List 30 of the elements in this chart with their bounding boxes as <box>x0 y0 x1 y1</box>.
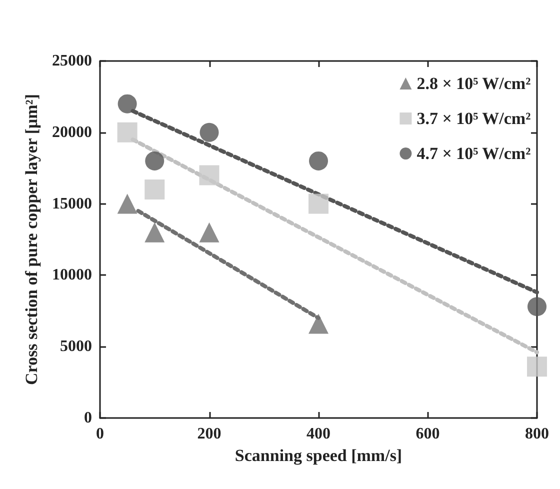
legend-label: 2.8 × 10⁵ W/cm² <box>416 74 531 93</box>
y-tick-label: 5000 <box>60 338 92 356</box>
legend-label: 3.7 × 10⁵ W/cm² <box>416 109 531 128</box>
y-tick-label: 0 <box>84 410 92 426</box>
x-tick-label: 800 <box>525 426 549 442</box>
y-tick-label: 25000 <box>52 52 92 70</box>
legend-label: 4.7 × 10⁵ W/cm² <box>416 144 531 163</box>
point <box>199 165 220 186</box>
point <box>527 356 547 377</box>
point <box>144 180 165 200</box>
point <box>145 151 164 170</box>
point <box>199 222 220 242</box>
point <box>118 94 137 114</box>
point <box>117 122 138 142</box>
point <box>200 122 219 142</box>
x-axis-title: Scanning speed [mm/s] <box>234 446 402 465</box>
point <box>528 297 546 316</box>
x-tick-label: 0 <box>96 426 104 442</box>
x-tick-label: 600 <box>416 426 440 442</box>
point <box>308 314 328 334</box>
x-tick-label: 400 <box>306 426 330 442</box>
y-tick-label: 15000 <box>52 195 92 212</box>
y-axis-title: Cross section of pure copper layer [μm²] <box>22 94 41 386</box>
y-tick-label: 10000 <box>52 266 92 284</box>
point <box>309 151 328 170</box>
point <box>117 194 138 214</box>
x-tick-label: 200 <box>197 426 222 442</box>
point <box>308 194 328 214</box>
y-tick-label: 20000 <box>52 124 92 141</box>
point <box>144 222 165 242</box>
